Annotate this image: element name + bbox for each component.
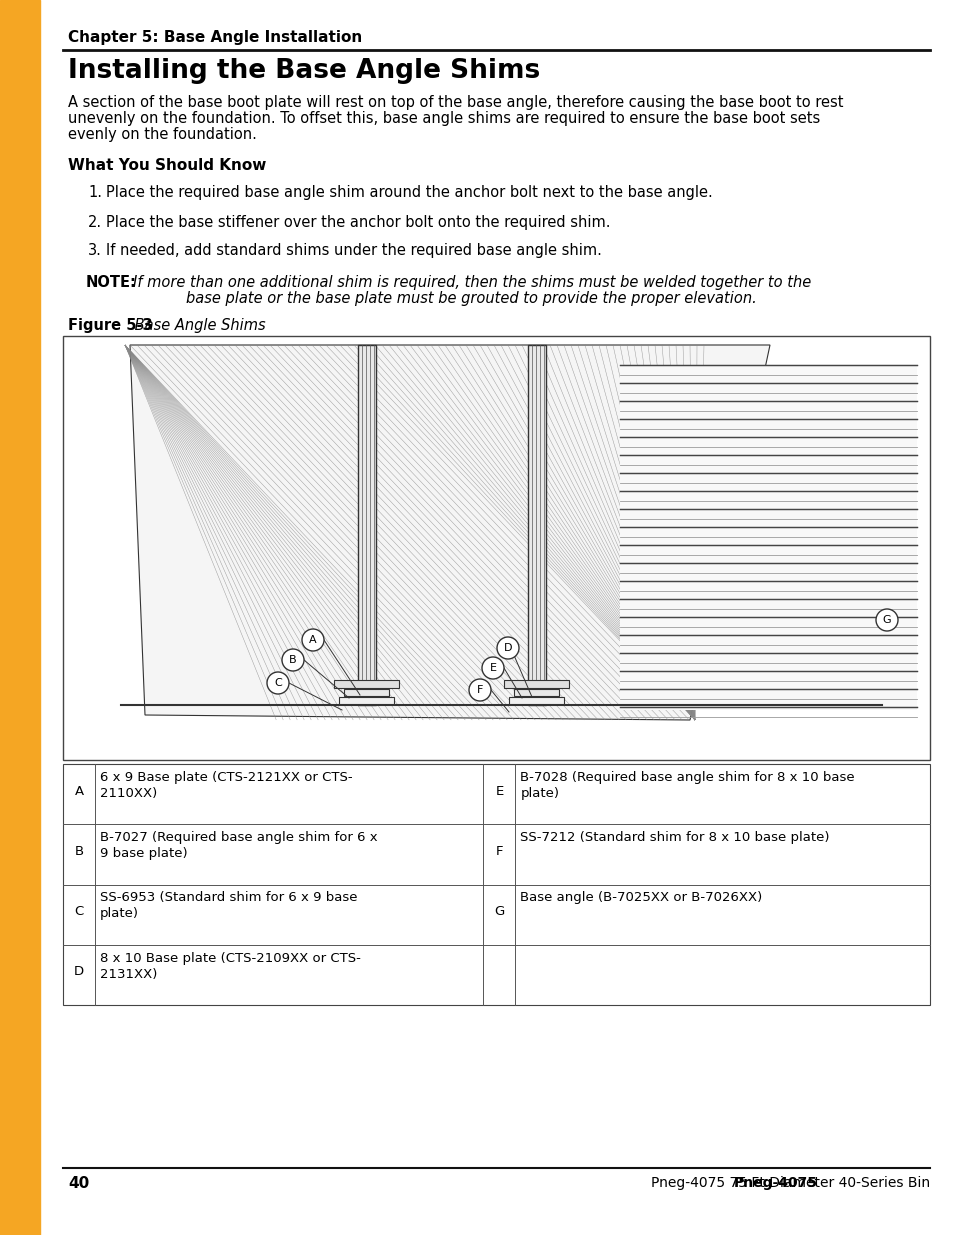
Circle shape <box>282 650 304 671</box>
Text: Pneg-4075 75 Ft Diameter 40-Series Bin: Pneg-4075 75 Ft Diameter 40-Series Bin <box>650 1176 929 1191</box>
Circle shape <box>267 672 289 694</box>
Text: D: D <box>74 966 84 978</box>
Bar <box>357 345 375 705</box>
Text: Base Angle Shims: Base Angle Shims <box>130 317 265 333</box>
Text: E: E <box>495 784 503 798</box>
Bar <box>0 0 40 1235</box>
Text: B-7028 (Required base angle shim for 8 x 10 base
plate): B-7028 (Required base angle shim for 8 x… <box>520 771 854 800</box>
Circle shape <box>875 609 897 631</box>
Text: 6 x 9 Base plate (CTS-2121XX or CTS-
2110XX): 6 x 9 Base plate (CTS-2121XX or CTS- 211… <box>100 771 353 800</box>
Text: 40: 40 <box>68 1176 90 1191</box>
Text: D: D <box>503 643 512 653</box>
Text: F: F <box>476 685 482 695</box>
Text: A: A <box>74 784 84 798</box>
Bar <box>514 689 558 697</box>
Text: C: C <box>74 905 84 918</box>
Text: 2.: 2. <box>88 215 102 230</box>
Bar <box>335 680 399 688</box>
Text: 8 x 10 Base plate (CTS-2109XX or CTS-
2131XX): 8 x 10 Base plate (CTS-2109XX or CTS- 21… <box>100 952 360 981</box>
Text: evenly on the foundation.: evenly on the foundation. <box>68 127 256 142</box>
Text: E: E <box>489 663 496 673</box>
Circle shape <box>302 629 324 651</box>
Text: A: A <box>309 635 316 645</box>
Text: C: C <box>274 678 281 688</box>
Bar <box>339 697 395 704</box>
Text: unevenly on the foundation. To offset this, base angle shims are required to ens: unevenly on the foundation. To offset th… <box>68 111 820 126</box>
Bar <box>63 764 929 1005</box>
Text: B-7027 (Required base angle shim for 6 x
9 base plate): B-7027 (Required base angle shim for 6 x… <box>100 831 377 861</box>
Text: 1.: 1. <box>88 185 102 200</box>
Text: F: F <box>496 845 503 858</box>
Text: 3.: 3. <box>88 243 102 258</box>
Text: If more than one additional shim is required, then the shims must be welded toge: If more than one additional shim is requ… <box>132 275 810 290</box>
Circle shape <box>469 679 491 701</box>
Text: B: B <box>289 655 296 664</box>
Text: Installing the Base Angle Shims: Installing the Base Angle Shims <box>68 58 539 84</box>
Text: G: G <box>882 615 890 625</box>
Circle shape <box>481 657 503 679</box>
Text: What You Should Know: What You Should Know <box>68 158 266 173</box>
Text: NOTE:: NOTE: <box>86 275 136 290</box>
Text: G: G <box>494 905 504 918</box>
Polygon shape <box>130 345 769 720</box>
Bar <box>527 345 545 705</box>
Text: A section of the base boot plate will rest on top of the base angle, therefore c: A section of the base boot plate will re… <box>68 95 842 110</box>
Text: B: B <box>74 845 84 858</box>
Text: base plate or the base plate must be grouted to provide the proper elevation.: base plate or the base plate must be gro… <box>186 291 756 306</box>
Text: Figure 5-3: Figure 5-3 <box>68 317 152 333</box>
Text: SS-7212 (Standard shim for 8 x 10 base plate): SS-7212 (Standard shim for 8 x 10 base p… <box>520 831 829 845</box>
Text: Chapter 5: Base Angle Installation: Chapter 5: Base Angle Installation <box>68 30 362 44</box>
Bar <box>619 366 916 710</box>
Text: Place the required base angle shim around the anchor bolt next to the base angle: Place the required base angle shim aroun… <box>106 185 712 200</box>
Bar <box>504 680 569 688</box>
Text: If needed, add standard shims under the required base angle shim.: If needed, add standard shims under the … <box>106 243 601 258</box>
Text: Place the base stiffener over the anchor bolt onto the required shim.: Place the base stiffener over the anchor… <box>106 215 610 230</box>
Bar <box>509 697 564 704</box>
Circle shape <box>497 637 518 659</box>
Text: Base angle (B-7025XX or B-7026XX): Base angle (B-7025XX or B-7026XX) <box>520 892 762 904</box>
Text: Pneg-4075: Pneg-4075 <box>733 1176 817 1191</box>
Bar <box>344 689 389 697</box>
Bar <box>63 336 929 760</box>
Text: SS-6953 (Standard shim for 6 x 9 base
plate): SS-6953 (Standard shim for 6 x 9 base pl… <box>100 892 357 920</box>
